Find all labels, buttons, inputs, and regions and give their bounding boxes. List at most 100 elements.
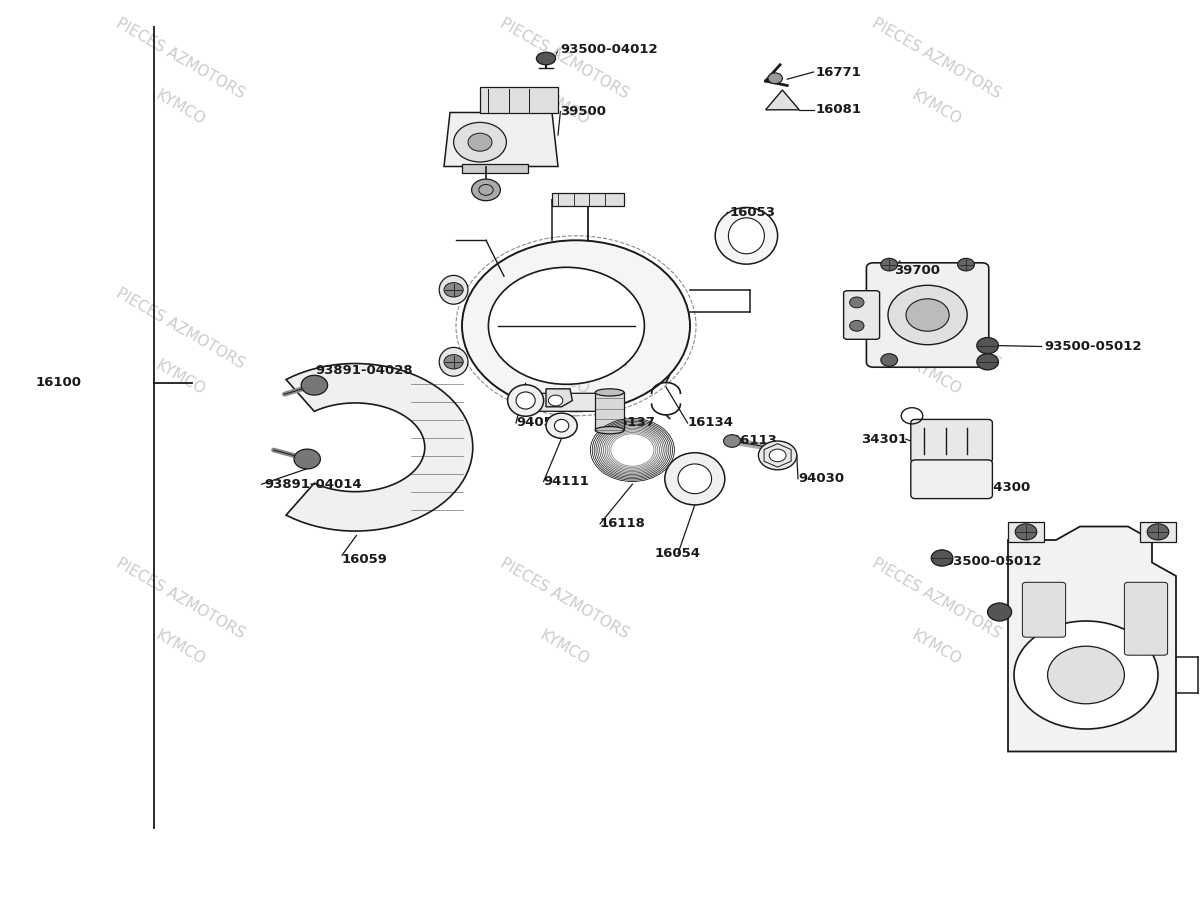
Text: PIECES AZMOTORS: PIECES AZMOTORS <box>113 555 247 642</box>
Circle shape <box>444 283 463 297</box>
Ellipse shape <box>715 207 778 265</box>
Bar <box>462 164 528 173</box>
Ellipse shape <box>595 427 624 434</box>
Text: KYMCO: KYMCO <box>152 88 208 128</box>
Text: PIECES AZMOTORS: PIECES AZMOTORS <box>497 15 631 102</box>
Circle shape <box>1147 524 1169 540</box>
Bar <box>1140 522 1176 542</box>
Text: KYMCO: KYMCO <box>536 628 592 668</box>
Ellipse shape <box>536 52 556 65</box>
Text: 16054: 16054 <box>655 547 701 560</box>
Circle shape <box>724 435 740 447</box>
Circle shape <box>850 320 864 331</box>
Circle shape <box>758 441 797 470</box>
FancyBboxPatch shape <box>1022 582 1066 637</box>
Text: 94111: 94111 <box>544 475 589 488</box>
Circle shape <box>958 258 974 271</box>
Circle shape <box>1048 646 1124 704</box>
Text: KYMCO: KYMCO <box>908 628 964 668</box>
Circle shape <box>881 258 898 271</box>
FancyBboxPatch shape <box>1124 582 1168 655</box>
Circle shape <box>468 133 492 151</box>
Circle shape <box>294 449 320 469</box>
Ellipse shape <box>439 275 468 304</box>
Circle shape <box>768 73 782 84</box>
Text: 93500-04012: 93500-04012 <box>560 43 658 56</box>
Ellipse shape <box>554 419 569 432</box>
Text: 39700: 39700 <box>894 264 940 276</box>
Text: 93891-04028: 93891-04028 <box>316 364 413 377</box>
Bar <box>552 193 624 206</box>
Bar <box>595 392 624 430</box>
Polygon shape <box>444 112 558 166</box>
Ellipse shape <box>546 413 577 438</box>
Text: PIECES AZMOTORS: PIECES AZMOTORS <box>113 285 247 372</box>
Bar <box>1008 522 1044 542</box>
Polygon shape <box>528 393 624 411</box>
Text: 16053: 16053 <box>730 206 775 219</box>
Polygon shape <box>766 90 799 110</box>
Text: 93500-05012: 93500-05012 <box>944 555 1042 568</box>
Text: 16134: 16134 <box>688 417 733 429</box>
Ellipse shape <box>516 392 535 409</box>
Text: PIECES AZMOTORS: PIECES AZMOTORS <box>869 555 1003 642</box>
Circle shape <box>988 603 1012 621</box>
Text: 16113: 16113 <box>732 435 778 447</box>
Circle shape <box>769 449 786 462</box>
Circle shape <box>488 267 644 384</box>
Text: 16100: 16100 <box>36 376 82 389</box>
Text: KYMCO: KYMCO <box>536 358 592 398</box>
Text: 94050: 94050 <box>516 417 562 429</box>
Circle shape <box>888 285 967 345</box>
Circle shape <box>301 375 328 395</box>
Text: 34300: 34300 <box>984 482 1031 494</box>
Text: KYMCO: KYMCO <box>152 628 208 668</box>
Text: 16059: 16059 <box>342 554 388 566</box>
Text: PIECES AZMOTORS: PIECES AZMOTORS <box>497 555 631 642</box>
Text: 16771: 16771 <box>816 66 862 78</box>
Text: PIECES AZMOTORS: PIECES AZMOTORS <box>869 15 1003 102</box>
Polygon shape <box>546 389 572 407</box>
Circle shape <box>931 550 953 566</box>
Ellipse shape <box>728 218 764 254</box>
Text: KYMCO: KYMCO <box>908 88 964 128</box>
Text: KYMCO: KYMCO <box>536 88 592 128</box>
FancyBboxPatch shape <box>844 291 880 339</box>
Bar <box>480 87 558 112</box>
Ellipse shape <box>595 389 624 396</box>
Text: 16137: 16137 <box>610 417 655 429</box>
Text: KYMCO: KYMCO <box>908 358 964 398</box>
Circle shape <box>977 338 998 354</box>
Text: PIECES AZMOTORS: PIECES AZMOTORS <box>113 15 247 102</box>
Circle shape <box>462 240 690 411</box>
Circle shape <box>850 297 864 308</box>
Text: 16081: 16081 <box>816 104 862 116</box>
Circle shape <box>1014 621 1158 729</box>
Text: PIECES AZMOTORS: PIECES AZMOTORS <box>869 285 1003 372</box>
Text: 93891-04014: 93891-04014 <box>264 478 361 491</box>
Text: PIECES AZMOTORS: PIECES AZMOTORS <box>497 285 631 372</box>
Text: 94030: 94030 <box>798 472 844 485</box>
Circle shape <box>472 179 500 201</box>
Text: 34301: 34301 <box>862 433 907 446</box>
Text: 39500: 39500 <box>560 105 606 118</box>
Circle shape <box>1015 524 1037 540</box>
Circle shape <box>977 354 998 370</box>
Ellipse shape <box>678 464 712 493</box>
Text: 16118: 16118 <box>600 518 646 530</box>
FancyBboxPatch shape <box>866 263 989 367</box>
Circle shape <box>881 354 898 366</box>
Circle shape <box>548 395 563 406</box>
Ellipse shape <box>439 347 468 376</box>
Ellipse shape <box>508 384 544 416</box>
FancyBboxPatch shape <box>911 460 992 499</box>
Circle shape <box>906 299 949 331</box>
Polygon shape <box>1008 526 1176 752</box>
FancyBboxPatch shape <box>911 419 992 463</box>
Text: 93500-05012: 93500-05012 <box>1044 340 1141 353</box>
Circle shape <box>454 122 506 162</box>
Circle shape <box>444 355 463 369</box>
Ellipse shape <box>665 453 725 505</box>
Text: KYMCO: KYMCO <box>152 358 208 398</box>
Polygon shape <box>286 364 473 531</box>
